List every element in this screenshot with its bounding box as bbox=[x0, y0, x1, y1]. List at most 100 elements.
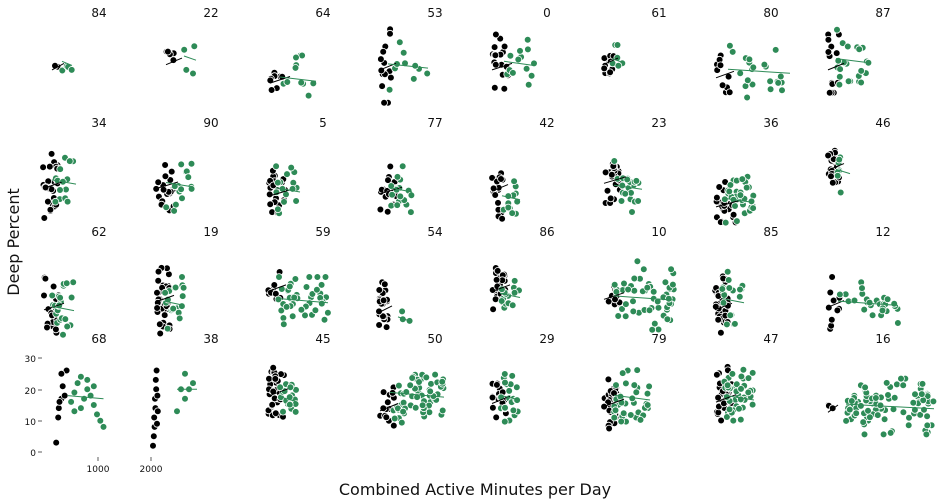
point-group-b bbox=[273, 178, 282, 187]
facet-title: 90 bbox=[203, 116, 218, 130]
fit-line-group-b bbox=[387, 63, 429, 69]
point-group-b bbox=[664, 294, 673, 303]
point-group-b bbox=[617, 197, 626, 205]
point-group-b bbox=[736, 395, 745, 404]
facet-panel-90: 90 bbox=[152, 116, 219, 215]
point-group-a bbox=[375, 307, 383, 316]
fit-line-group-b bbox=[727, 68, 791, 74]
x-axis-label: Combined Active Minutes per Day bbox=[339, 480, 611, 499]
point-group-b bbox=[313, 285, 321, 294]
point-group-b bbox=[175, 314, 184, 323]
point-group-b bbox=[916, 411, 924, 419]
point-group-b bbox=[63, 197, 72, 206]
point-group-b bbox=[415, 378, 423, 386]
facet-title: 34 bbox=[91, 116, 106, 130]
point-group-b bbox=[393, 173, 402, 181]
fit-line-group-b bbox=[389, 391, 445, 398]
point-group-b bbox=[836, 188, 845, 197]
point-group-a bbox=[153, 288, 161, 297]
fit-line-group-a bbox=[491, 184, 509, 192]
point-group-a bbox=[164, 47, 172, 56]
point-group-b bbox=[170, 207, 178, 215]
point-group-b bbox=[639, 265, 648, 274]
fit-line-group-b bbox=[837, 300, 899, 306]
point-group-b bbox=[621, 190, 629, 198]
point-group-b bbox=[508, 372, 517, 380]
point-group-a bbox=[603, 186, 612, 195]
point-group-a bbox=[498, 215, 506, 223]
point-group-b bbox=[286, 383, 295, 392]
facet-panel-42: 42 bbox=[488, 116, 555, 223]
point-group-b bbox=[285, 400, 294, 409]
point-group-a bbox=[828, 179, 837, 187]
point-group-a bbox=[153, 304, 161, 312]
point-group-a bbox=[725, 88, 734, 97]
point-group-a bbox=[375, 321, 383, 329]
point-group-b bbox=[836, 290, 844, 299]
point-group-b bbox=[62, 279, 71, 288]
point-group-b bbox=[879, 430, 888, 439]
point-group-a bbox=[714, 315, 722, 324]
point-group-a bbox=[41, 274, 50, 283]
point-group-a bbox=[58, 382, 67, 391]
point-group-a bbox=[604, 375, 613, 384]
point-group-b bbox=[497, 297, 506, 305]
facet-panel-46: 46 bbox=[824, 116, 891, 197]
point-group-a bbox=[55, 398, 64, 406]
point-group-b bbox=[736, 415, 745, 424]
point-group-b bbox=[317, 281, 326, 289]
point-group-b bbox=[189, 69, 197, 78]
point-group-a bbox=[161, 161, 169, 169]
facet-title: 64 bbox=[315, 6, 330, 20]
facet-panel-87: 87 bbox=[824, 6, 891, 97]
point-group-a bbox=[46, 205, 55, 214]
point-group-b bbox=[171, 283, 180, 292]
point-group-a bbox=[271, 375, 280, 383]
facet-title: 19 bbox=[203, 225, 218, 239]
facet-title: 54 bbox=[427, 225, 442, 239]
facet-panel-5: 5 bbox=[265, 116, 327, 218]
point-group-b bbox=[632, 177, 641, 185]
point-group-b bbox=[620, 279, 628, 288]
point-group-b bbox=[857, 402, 865, 410]
facet-title: 62 bbox=[91, 225, 106, 239]
fit-line-group-b bbox=[835, 168, 851, 175]
point-group-b bbox=[187, 185, 196, 193]
fit-line-group-b bbox=[499, 292, 521, 298]
point-group-b bbox=[836, 65, 844, 73]
point-group-b bbox=[923, 421, 932, 430]
point-group-b bbox=[305, 273, 314, 281]
point-group-b bbox=[530, 59, 538, 68]
fit-line-group-b bbox=[613, 295, 675, 301]
fit-line bbox=[67, 395, 104, 400]
point-group-b bbox=[180, 45, 189, 54]
point-group-b bbox=[619, 409, 628, 418]
point-group-b bbox=[893, 380, 901, 389]
fit-line-group-b bbox=[613, 184, 643, 190]
point-group-b bbox=[661, 278, 670, 287]
point-group-b bbox=[279, 320, 288, 329]
point-group-b bbox=[408, 374, 417, 382]
fit-line-group-a bbox=[491, 62, 513, 71]
point-group-a bbox=[154, 267, 163, 276]
point-group-b bbox=[626, 411, 635, 419]
point-group-a bbox=[43, 323, 51, 332]
point-group-b bbox=[726, 41, 734, 50]
point-group-b bbox=[611, 406, 620, 415]
facet-panel-62: 62 bbox=[40, 225, 107, 339]
point-group-b bbox=[774, 79, 782, 87]
point-group-b bbox=[922, 430, 931, 439]
fit-line-group-b bbox=[277, 298, 329, 304]
point-group-a bbox=[600, 64, 608, 73]
point-group-b bbox=[748, 369, 757, 377]
point-group-b bbox=[845, 405, 854, 414]
point-group-a bbox=[265, 190, 274, 199]
point-group-b bbox=[67, 293, 76, 302]
fit-line-group-a bbox=[267, 388, 289, 397]
point-group-b bbox=[77, 372, 85, 381]
facet-panel-12: 12 bbox=[824, 225, 902, 333]
point-group-a bbox=[716, 61, 725, 70]
facet-title: 23 bbox=[651, 116, 666, 130]
point-group-b bbox=[510, 177, 518, 186]
point-group-b bbox=[99, 423, 108, 431]
